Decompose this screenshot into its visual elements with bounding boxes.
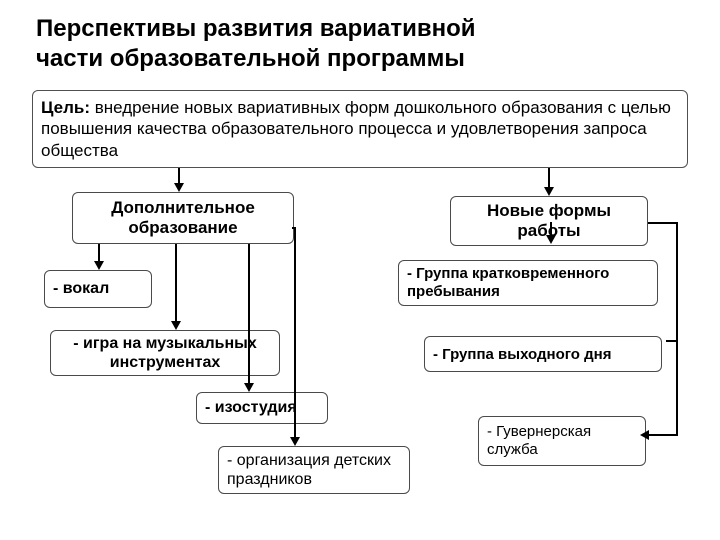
arrow-head: [640, 430, 649, 440]
arrow: [676, 340, 678, 435]
arrow: [248, 244, 250, 384]
arrow: [292, 227, 296, 229]
arrow: [98, 244, 100, 262]
left-item-0: - вокал: [44, 270, 152, 308]
right-item-1-text: - Группа выходного дня: [433, 346, 611, 363]
left-item-3: - организация детских праздников: [218, 446, 410, 494]
left-item-2-text: - изостудия: [205, 399, 297, 417]
arrow-head: [290, 437, 300, 446]
left-item-0-text: - вокал: [53, 280, 109, 298]
page-title: Перспективы развития вариативной части о…: [36, 14, 476, 74]
goal-text: Цель: внедрение новых вариативных форм д…: [41, 97, 679, 161]
left-item-3-text: - организация детских праздников: [227, 451, 401, 489]
right-item-0: - Группа кратковременного пребывания: [398, 260, 658, 306]
arrow-head: [544, 187, 554, 196]
goal-body: внедрение новых вариативных форм дошколь…: [41, 98, 671, 160]
arrow-head: [244, 383, 254, 392]
arrow-head: [546, 235, 556, 244]
right-item-2: - Гувернерская служба: [478, 416, 646, 466]
arrow: [548, 168, 550, 188]
right-item-2-text: - Гувернерская служба: [487, 423, 637, 459]
title-line1: Перспективы развития вариативной: [36, 14, 476, 44]
arrow-head: [94, 261, 104, 270]
arrow: [648, 222, 678, 224]
right-item-0-text: - Группа кратковременного пребывания: [407, 265, 649, 301]
left-item-1: - игра на музыкальных инструментах: [50, 330, 280, 376]
arrow: [294, 228, 296, 438]
title-line2: части образовательной программы: [36, 44, 476, 74]
arrow: [676, 222, 678, 342]
arrow: [178, 168, 180, 184]
arrow-head: [174, 183, 184, 192]
goal-box: Цель: внедрение новых вариативных форм д…: [32, 90, 688, 168]
goal-label: Цель:: [41, 98, 90, 117]
right-item-1: - Группа выходного дня: [424, 336, 662, 372]
arrow: [648, 434, 678, 436]
arrow: [175, 244, 177, 322]
left-header-box: Дополнительное образование: [72, 192, 294, 244]
arrow-head: [171, 321, 181, 330]
arrow: [550, 222, 552, 236]
left-item-1-text: - игра на музыкальных инструментах: [59, 334, 271, 372]
left-item-2: - изостудия: [196, 392, 328, 424]
left-header-text: Дополнительное образование: [81, 198, 285, 239]
